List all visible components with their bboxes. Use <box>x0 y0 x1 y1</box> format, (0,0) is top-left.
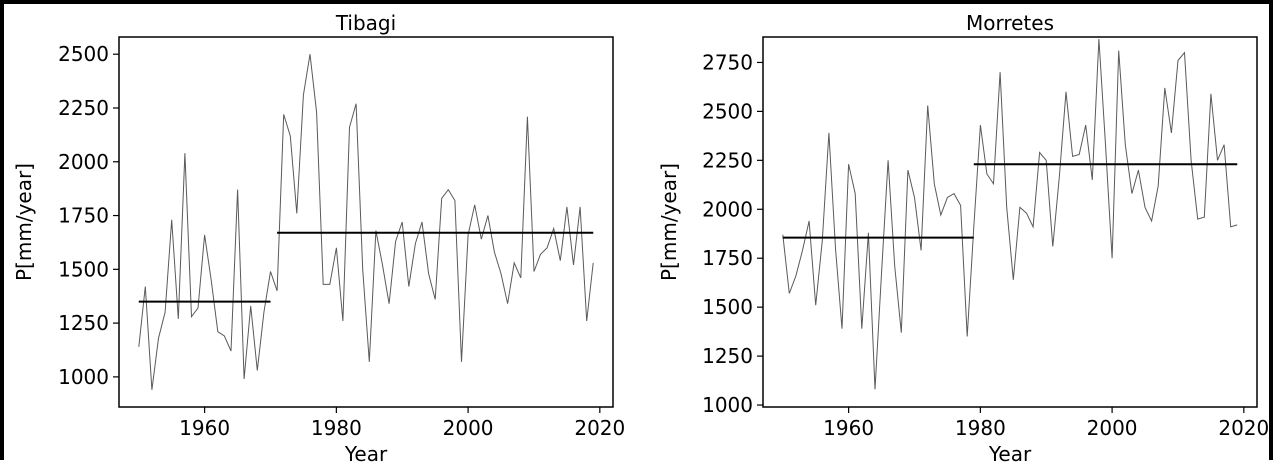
y-tick-label: 2500 <box>702 99 753 123</box>
y-tick-label: 2000 <box>702 197 753 221</box>
y-tick-label: 1500 <box>58 257 109 281</box>
y-tick-label: 1250 <box>58 311 109 335</box>
x-tick-label: 1960 <box>179 416 230 440</box>
y-tick-label: 2500 <box>58 42 109 66</box>
y-tick-label: 2250 <box>58 96 109 120</box>
y-tick-label: 1750 <box>58 204 109 228</box>
y-tick-label: 2000 <box>58 150 109 174</box>
x-tick-label: 2000 <box>443 416 494 440</box>
series-line <box>138 54 594 390</box>
x-tick-label: 1960 <box>823 416 874 440</box>
y-tick-label: 1750 <box>702 246 753 270</box>
x-tick-label: 1980 <box>955 416 1006 440</box>
x-tick-label: 2020 <box>574 416 625 440</box>
chart-tibagi: Tibagi 1960 1980 2000 2020 1000 1250 1500 1750 20… <box>12 11 625 465</box>
series-line <box>782 38 1238 390</box>
chart-title: Morretes <box>966 11 1054 35</box>
x-tick-label: 2000 <box>1087 416 1138 440</box>
axes-frame <box>118 36 614 408</box>
y-tick-label: 1000 <box>702 393 753 417</box>
chart-morretes: Morretes 1960 1980 2000 2020 1000 1250 1500 1750… <box>657 11 1269 465</box>
y-axis-label: P[mm/year] <box>657 163 681 281</box>
y-tick-label: 2250 <box>702 148 753 172</box>
y-axis-label: P[mm/year] <box>12 163 36 281</box>
y-tick-label: 1250 <box>702 344 753 368</box>
x-axis-label: Year <box>344 442 388 465</box>
x-tick-label: 2020 <box>1218 416 1269 440</box>
x-axis-label: Year <box>988 442 1032 465</box>
y-tick-label: 2750 <box>702 50 753 74</box>
axes-frame <box>762 36 1258 408</box>
y-tick-label: 1000 <box>58 365 109 389</box>
y-tick-label: 1500 <box>702 295 753 319</box>
x-tick-label: 1980 <box>311 416 362 440</box>
chart-title: Tibagi <box>335 11 396 35</box>
